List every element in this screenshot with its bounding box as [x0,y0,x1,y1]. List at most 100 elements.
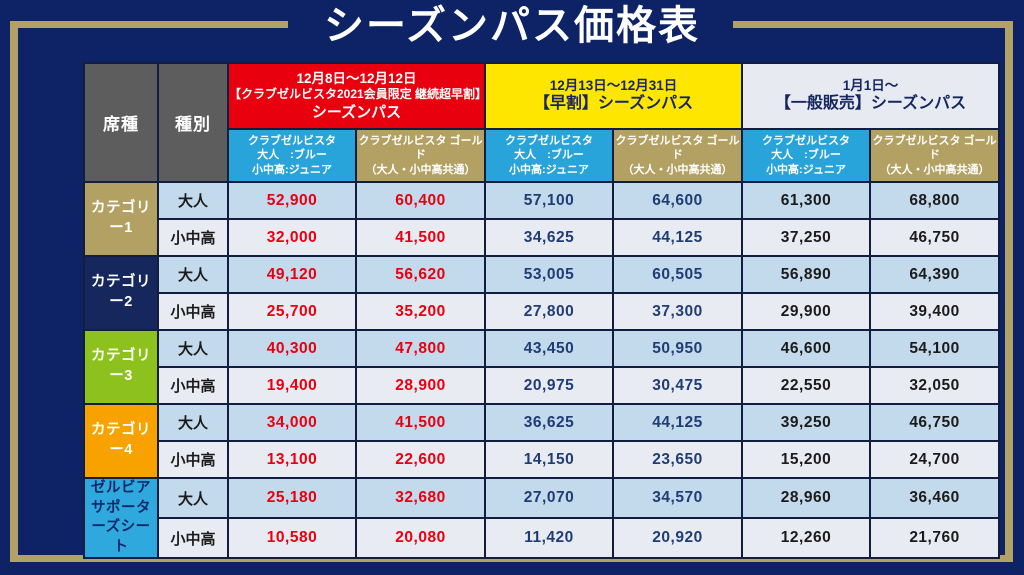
passtype-header-blue-2: クラブゼルビスタ 大人 :ブルー 小中高:ジュニア [484,128,614,183]
price-cell: 27,070 [484,476,614,520]
price-cell: 28,900 [355,366,486,405]
price-cell: 24,700 [869,440,1001,479]
price-cell: 36,625 [484,403,614,442]
price-cell: 44,125 [611,403,744,442]
price-cell: 47,800 [355,329,486,368]
price-cell: 20,975 [484,366,614,405]
seat-category-label-4: カテゴリー4 [83,403,159,479]
price-cell: 32,050 [869,366,1001,405]
price-cell: 36,460 [869,476,1001,520]
price-cell: 19,400 [227,366,357,405]
frame-right-bar [1005,21,1013,562]
price-cell: 32,680 [355,476,486,520]
price-cell: 32,000 [227,218,357,257]
section-header-row: 席種 種別 12月8日〜12月12日 【クラブゼルビスタ2021会員限定 継続超… [83,62,1001,183]
price-cell: 15,200 [741,440,872,479]
price-cell: 20,080 [355,517,486,560]
price-cell: 35,200 [355,292,486,331]
price-cell: 60,505 [611,255,744,294]
passtype-header-blue-3: クラブゼルビスタ 大人 :ブルー 小中高:ジュニア [741,128,872,183]
seat-category-label-5: ゼルビア サポーターズシート [83,476,159,560]
price-cell: 25,180 [227,476,357,520]
price-cell: 49,120 [227,255,357,294]
price-cell: 57,100 [484,181,614,220]
price-cell: 12,260 [741,517,872,560]
price-row: 小中高 10,580 20,080 11,420 20,920 12,260 21,760 [84,517,1001,560]
price-cell: 64,600 [611,181,744,220]
passtype-header-gold-2: クラブゼルビスタ ゴールド （大人・小中高共通） [611,128,744,183]
section-header-general-sale: 1月1日〜 【一般販売】シーズンパス [741,62,1001,130]
frame-left-bar [10,21,18,562]
section-dates: 12月13日〜12月31日 [549,77,678,93]
price-cell: 61,300 [741,181,872,220]
price-cell: 56,890 [741,255,872,294]
ticket-type-cell: 大人 [157,329,229,368]
price-cell: 34,000 [227,403,357,442]
price-cell: 43,450 [484,329,614,368]
passtype-header-gold-1: クラブゼルビスタ ゴールド （大人・小中高共通） [355,128,486,183]
price-row: 小中高 13,100 22,600 14,150 23,650 15,200 24,700 [84,440,1001,479]
price-cell: 37,300 [611,292,744,331]
ticket-type-cell: 大人 [157,255,229,294]
price-cell: 25,700 [227,292,357,331]
section-pass-label: シーズンパス [311,103,402,121]
price-cell: 46,600 [741,329,872,368]
price-cell: 23,650 [611,440,744,479]
price-cell: 39,400 [869,292,1001,331]
price-table-body: カテゴリー1 大人 52,900 60,400 57,100 64,600 61,300 68… [83,181,1001,560]
price-cell: 28,960 [741,476,872,520]
price-cell: 50,950 [611,329,744,368]
price-cell: 21,760 [869,517,1001,560]
frame-top-right-bar [733,21,1013,28]
price-row: カテゴリー4 大人 34,000 41,500 36,625 44,125 39,250 46… [83,403,1001,479]
price-cell: 39,250 [741,403,872,442]
ticket-type-header: 種別 [157,62,229,183]
ticket-type-cell: 小中高 [157,517,229,560]
ticket-type-cell: 小中高 [157,366,229,405]
price-cell: 46,750 [869,403,1001,442]
price-cell: 52,900 [227,181,357,220]
seat-category-label-2: カテゴリー2 [83,255,159,331]
price-cell: 54,100 [869,329,1001,368]
price-cell: 34,570 [611,476,744,520]
ticket-type-cell: 大人 [157,476,229,520]
price-cell: 10,580 [227,517,357,560]
price-row: カテゴリー3 大人 40,300 47,800 43,450 50,950 46,600 54… [83,329,1001,405]
section-pass-label: 【一般販売】シーズンパス [774,95,967,113]
section-header-early-bird: 12月13日〜12月31日 【早割】シーズンパス [483,62,744,130]
frame-bottom-bar [10,555,1013,562]
price-row: カテゴリー1 大人 52,900 60,400 57,100 64,600 61,300 68… [83,181,1001,257]
price-cell: 29,900 [741,292,872,331]
price-row: 小中高 25,700 35,200 27,800 37,300 29,900 39,400 [84,292,1001,331]
price-cell: 53,005 [484,255,614,294]
price-cell: 30,475 [611,366,744,405]
seat-category-label-3: カテゴリー3 [83,329,159,405]
section-header-member-early-renewal: 12月8日〜12月12日 【クラブゼルビスタ2021会員限定 継続超早割】 シー… [227,62,486,130]
price-cell: 60,400 [355,181,486,220]
price-cell: 13,100 [227,440,357,479]
ticket-type-cell: 小中高 [157,292,229,331]
price-cell: 40,300 [227,329,357,368]
section-pass-label: 【早割】シーズンパス [533,95,694,113]
price-cell: 11,420 [484,517,614,560]
price-cell: 22,550 [741,366,872,405]
ticket-type-cell: 小中高 [157,218,229,257]
section-dates: 12月8日〜12月12日 [296,70,417,86]
price-cell: 22,600 [355,440,486,479]
seat-type-header: 席種 [83,62,159,183]
price-cell: 27,800 [484,292,614,331]
price-row: 小中高 19,400 28,900 20,975 30,475 22,550 32,050 [84,366,1001,405]
frame-top-left-bar [10,21,288,28]
passtype-header-blue-1: クラブゼルビスタ 大人 :ブルー 小中高:ジュニア [227,128,357,183]
price-cell: 41,500 [355,403,486,442]
price-table: 席種 種別 12月8日〜12月12日 【クラブゼルビスタ2021会員限定 継続超… [83,62,1001,560]
price-cell: 20,920 [611,517,744,560]
price-cell: 37,250 [741,218,872,257]
section-dates: 1月1日〜 [842,77,899,93]
price-cell: 64,390 [869,255,1001,294]
price-cell: 41,500 [355,218,486,257]
section-condition: 【クラブゼルビスタ2021会員限定 継続超早割】 [229,87,485,102]
page-title: シーズンパス価格表 [324,4,700,48]
price-cell: 68,800 [869,181,1001,220]
price-row: ゼルビア サポーターズシート 大人 25,180 32,680 27,070 34,570 2… [83,476,1001,560]
